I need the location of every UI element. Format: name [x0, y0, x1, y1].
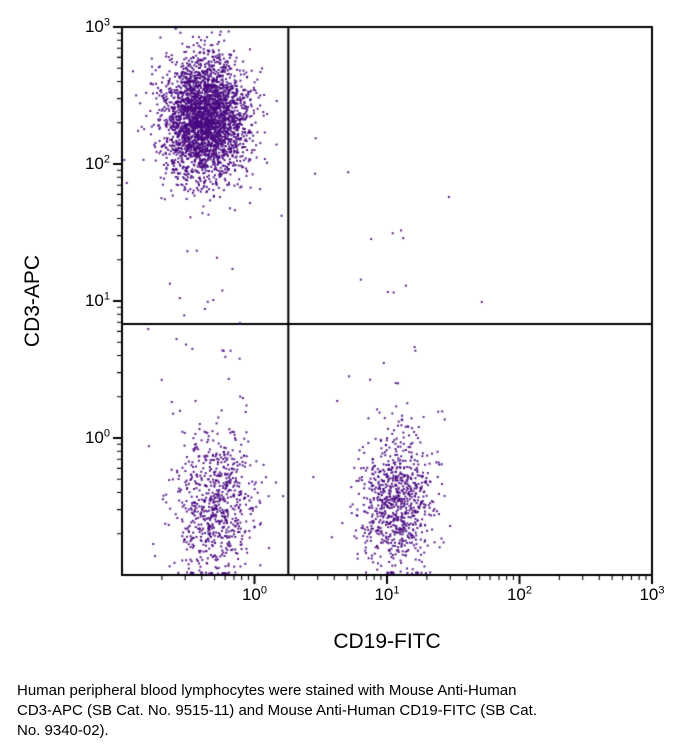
scatter-plot-canvas — [0, 0, 679, 660]
x-axis-title: CD19-FITC — [333, 630, 441, 653]
y-axis-title: CD3-APC — [21, 254, 44, 348]
caption-line-1: Human peripheral blood lymphocytes were … — [17, 682, 517, 699]
caption-line-2: CD3-APC (SB Cat. No. 9515-11) and Mouse … — [17, 701, 537, 719]
figure-caption: Human peripheral blood lymphocytes were … — [17, 681, 657, 740]
caption-line-3: No. 9340-02). — [17, 721, 109, 739]
